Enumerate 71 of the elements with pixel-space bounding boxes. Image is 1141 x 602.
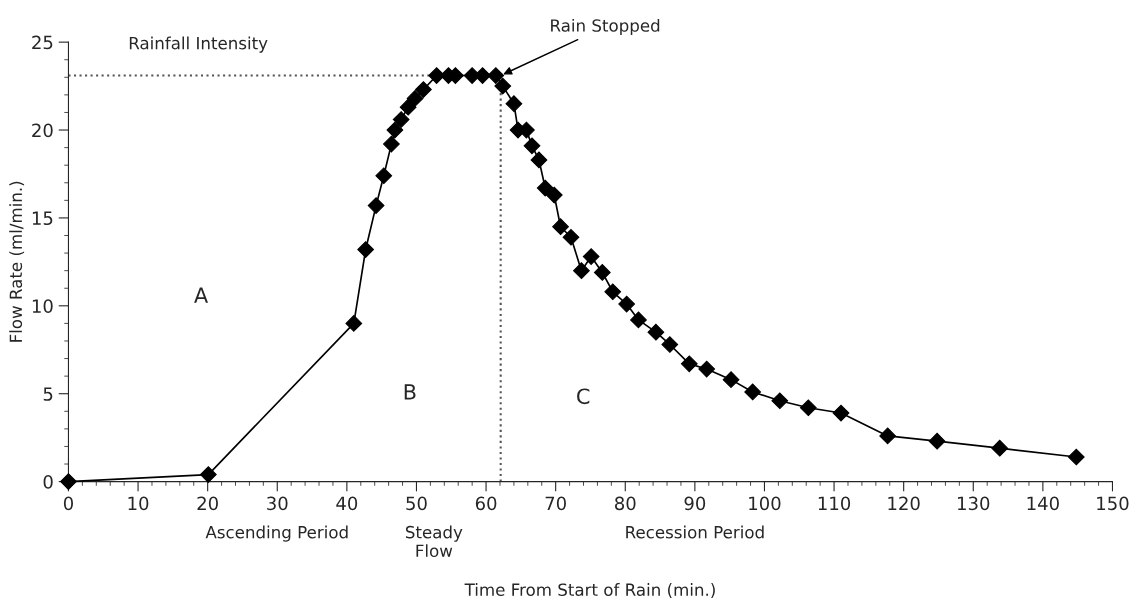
x-tick-label: 80 xyxy=(615,496,636,511)
point xyxy=(593,264,611,281)
point xyxy=(680,355,698,373)
point xyxy=(505,95,523,113)
annotation: B xyxy=(404,384,416,400)
x-tick-label: 100 xyxy=(749,496,781,511)
x-tick-label: 90 xyxy=(684,496,706,511)
text: Steady Flow xyxy=(405,525,463,558)
x-tick-label: 20 xyxy=(197,496,218,511)
point xyxy=(879,427,897,445)
point xyxy=(991,439,1009,457)
point xyxy=(562,228,580,246)
x-axis-title: Time From Start of Rain (min.) xyxy=(464,583,715,598)
point xyxy=(744,383,762,401)
point xyxy=(392,111,410,128)
point xyxy=(367,197,385,214)
x-tick-label: 50 xyxy=(406,496,427,511)
y-tick-label: 15 xyxy=(32,211,53,226)
point xyxy=(832,404,850,422)
x-tick-label: 70 xyxy=(545,496,566,511)
point xyxy=(573,262,590,280)
point xyxy=(494,77,512,95)
point xyxy=(582,248,600,265)
annotation: A xyxy=(194,287,208,303)
point xyxy=(1067,448,1085,466)
point xyxy=(406,90,424,107)
point xyxy=(771,392,789,410)
point xyxy=(399,98,417,116)
point xyxy=(375,167,393,185)
point xyxy=(523,137,541,155)
x-tick-label: 150 xyxy=(1097,496,1129,511)
x-tick-label: 0 xyxy=(63,496,73,511)
point xyxy=(199,466,217,483)
text: Recession Period xyxy=(626,525,764,539)
point xyxy=(722,371,740,389)
x-tick-label: 120 xyxy=(888,496,920,511)
x-tick-label: 60 xyxy=(475,496,497,511)
x-tick-label: 40 xyxy=(336,496,358,511)
ref-line-label: Rain Stopped xyxy=(551,18,660,36)
y-tick-label: 25 xyxy=(32,35,53,50)
point xyxy=(536,179,554,197)
point xyxy=(345,315,363,332)
point xyxy=(415,81,432,98)
point xyxy=(386,121,404,139)
point xyxy=(545,186,563,204)
y-tick-label: 5 xyxy=(43,387,53,401)
point xyxy=(661,336,679,353)
point xyxy=(630,311,647,329)
point xyxy=(530,151,548,169)
point xyxy=(383,135,400,153)
ref-line-label: Rainfall Intensity xyxy=(129,36,268,53)
y-tick-label: 10 xyxy=(32,299,53,313)
point xyxy=(604,283,622,301)
x-tick-label: 30 xyxy=(267,496,288,511)
y-tick-label: 0 xyxy=(43,475,53,489)
annotation: C xyxy=(577,388,590,405)
point xyxy=(487,67,505,84)
y-tick-label: 20 xyxy=(32,123,53,138)
point xyxy=(552,218,569,236)
x-tick-label: 10 xyxy=(128,496,149,511)
point xyxy=(698,360,716,378)
text: Ascending Period xyxy=(205,525,348,542)
point xyxy=(799,399,817,417)
x-tick-label: 110 xyxy=(818,496,851,511)
point xyxy=(357,241,375,258)
x-tick-label: 140 xyxy=(1027,496,1059,511)
point xyxy=(618,295,636,313)
point xyxy=(928,432,946,450)
point xyxy=(647,323,665,341)
y-axis-title: Flow Rate (ml/min.) xyxy=(9,181,25,342)
x-tick-label: 130 xyxy=(958,496,990,511)
